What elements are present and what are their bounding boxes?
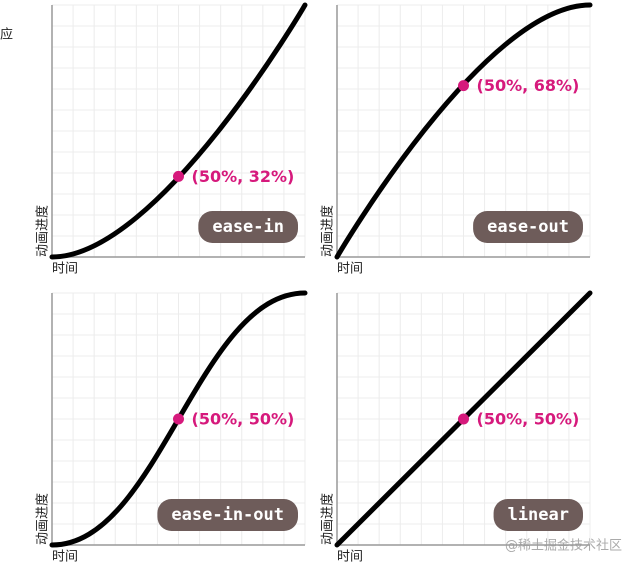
badge xyxy=(157,499,298,531)
badge-text: linear xyxy=(508,505,569,525)
badge-text: ease-in-out xyxy=(171,505,284,525)
y-axis-label: 动画进度 xyxy=(35,205,51,257)
point-label: (50%, 50%) xyxy=(192,410,295,429)
badge-text: ease-in xyxy=(212,217,284,237)
curve xyxy=(334,2,593,260)
corner-text: 应 xyxy=(0,27,13,43)
point-label: (50%, 50%) xyxy=(477,410,580,429)
x-axis-label: 时间 xyxy=(337,262,363,277)
badge xyxy=(493,499,583,531)
point-label: (50%, 68%) xyxy=(477,76,580,95)
point xyxy=(458,80,469,92)
point-label: (50%, 32%) xyxy=(192,167,295,186)
x-axis-label: 时间 xyxy=(337,550,363,565)
point xyxy=(173,413,184,425)
badge xyxy=(198,211,298,243)
point xyxy=(458,413,469,425)
badge-text: ease-out xyxy=(487,217,569,237)
x-axis-label: 时间 xyxy=(52,550,78,565)
y-axis-label: 动画进度 xyxy=(320,205,336,257)
point xyxy=(173,170,184,182)
badge xyxy=(473,211,583,243)
y-axis-label: 动画进度 xyxy=(35,493,51,545)
curve xyxy=(49,2,308,260)
y-axis-label: 动画进度 xyxy=(320,493,336,545)
x-axis-label: 时间 xyxy=(52,262,78,277)
